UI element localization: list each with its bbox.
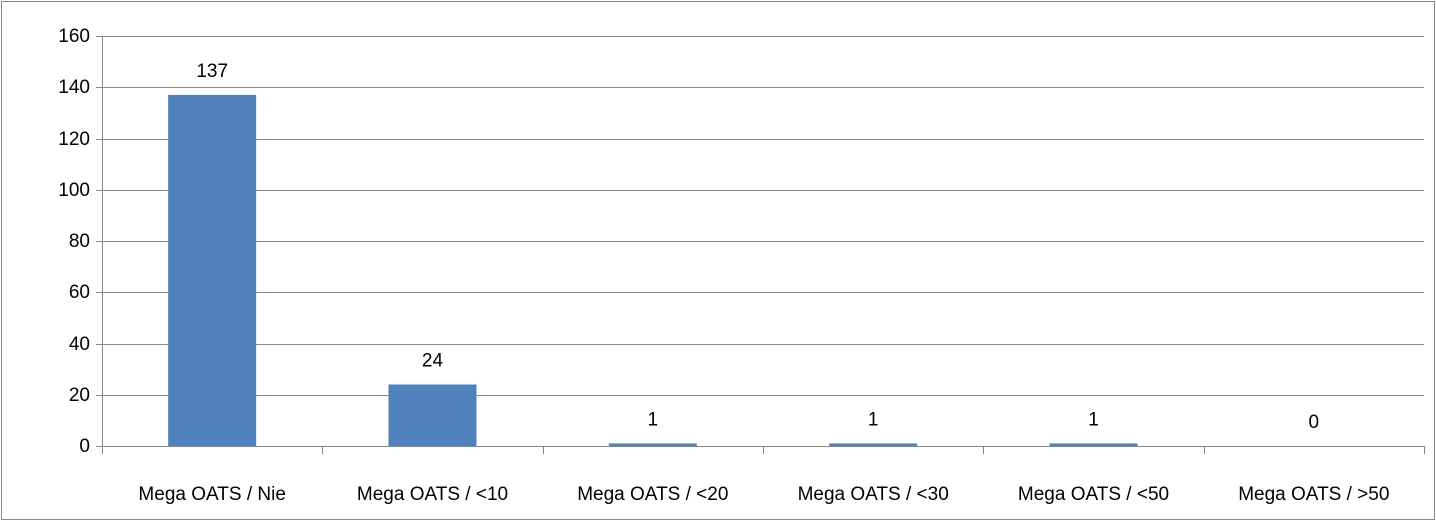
y-tick-labels: 0 20 40 60 80 100 120 140 160	[58, 26, 90, 457]
y-tick-label: 40	[69, 334, 90, 355]
axes	[102, 36, 1424, 447]
data-label: 1	[1088, 409, 1099, 430]
data-labels: 137 24 1 1 1 0	[196, 61, 1319, 433]
y-tick-label: 140	[58, 77, 90, 98]
y-tick-label: 100	[58, 180, 90, 201]
y-tick-label: 80	[69, 231, 90, 252]
bar	[1049, 443, 1138, 446]
y-tick-label: 20	[69, 385, 90, 406]
x-tick-label: Mega OATS / <20	[577, 484, 728, 505]
gridlines	[96, 36, 1425, 454]
bars	[168, 94, 1138, 446]
data-label: 137	[196, 61, 228, 82]
data-label: 1	[868, 409, 879, 430]
y-tick-label: 0	[79, 436, 90, 457]
x-tick-label: Mega OATS / >50	[1238, 484, 1389, 505]
x-tick-labels: Mega OATS / Nie Mega OATS / <10 Mega OATS …	[138, 484, 1389, 505]
y-tick-label: 160	[58, 26, 90, 47]
x-tick-label: Mega OATS / <30	[798, 484, 949, 505]
bar	[388, 384, 477, 446]
data-label: 24	[422, 351, 444, 372]
bar	[168, 94, 257, 446]
x-tick-label: Mega OATS / <50	[1018, 484, 1169, 505]
bar	[608, 443, 697, 446]
bar	[829, 443, 918, 446]
x-tick-label: Mega OATS / <10	[357, 484, 508, 505]
x-tick-label: Mega OATS / Nie	[138, 484, 285, 505]
data-label: 0	[1309, 412, 1320, 433]
y-tick-label: 120	[58, 129, 90, 150]
y-tick-label: 60	[69, 282, 90, 303]
data-label: 1	[648, 409, 659, 430]
